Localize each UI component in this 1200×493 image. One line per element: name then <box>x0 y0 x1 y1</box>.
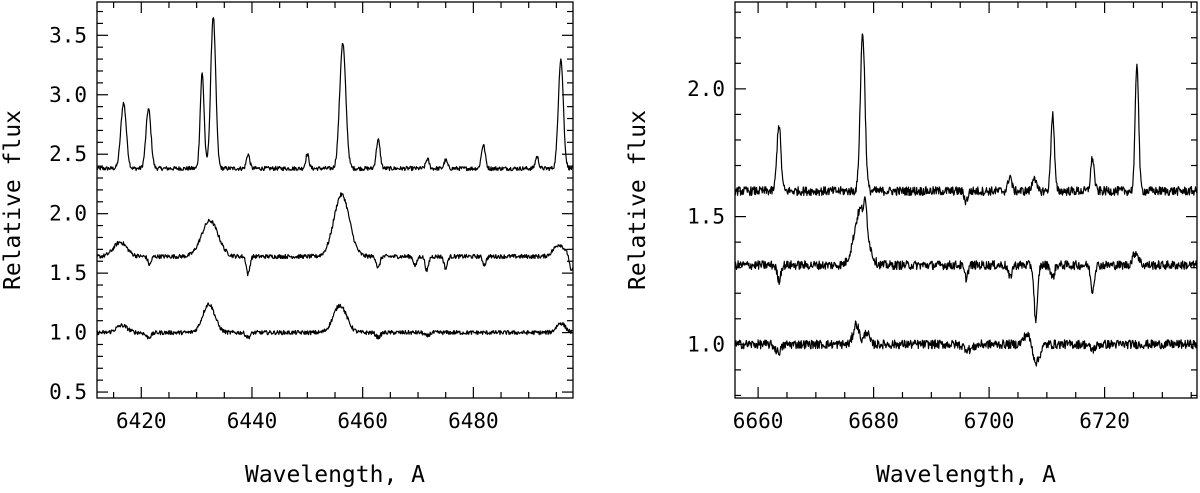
y-axis-title: Relative flux <box>625 110 651 290</box>
x-tick-label: 6420 <box>116 409 167 433</box>
x-axis-title: Wavelength, A <box>876 462 1056 488</box>
spectrum-line-1 <box>734 33 1198 206</box>
y-tick-label: 3.5 <box>49 23 87 47</box>
y-tick-label: 3.0 <box>49 83 87 107</box>
plot-frame <box>96 1 574 399</box>
spectrum-line-3 <box>96 302 574 340</box>
y-tick-label: 0.5 <box>49 380 87 404</box>
y-axis-title: Relative flux <box>0 110 26 290</box>
y-tick-label: 1.5 <box>49 261 87 285</box>
panel-1: 6420 6440 6460 6480 0.5 1.0 1.5 2.0 2.5 3.0 3.5 Wav… <box>0 1 574 488</box>
x-tick-label: 6440 <box>227 409 278 433</box>
spectrum-line-2 <box>96 192 574 277</box>
y-tick-label: 1.5 <box>687 205 725 229</box>
x-tick-label: 6700 <box>964 409 1015 433</box>
y-tick-label: 1.0 <box>687 332 725 356</box>
panel-2: 6660 6680 6700 6720 1.0 1.5 2.0 Wavelength, A Re… <box>625 1 1198 488</box>
x-tick-label: 6720 <box>1079 409 1130 433</box>
spectrum-line-2 <box>734 196 1198 324</box>
x-tick-label: 6660 <box>733 409 784 433</box>
spectrum-line-1 <box>96 17 574 172</box>
x-tick-label: 6680 <box>848 409 899 433</box>
spectrum-line-3 <box>734 320 1198 367</box>
plot-frame <box>734 1 1198 399</box>
y-tick-label: 2.0 <box>687 77 725 101</box>
x-tick-label: 6460 <box>337 409 388 433</box>
y-tick-label: 2.5 <box>49 142 87 166</box>
y-tick-label: 1.0 <box>49 321 87 345</box>
y-tick-label: 2.0 <box>49 202 87 226</box>
x-axis-title: Wavelength, A <box>245 462 425 488</box>
x-tick-label: 6480 <box>448 409 499 433</box>
